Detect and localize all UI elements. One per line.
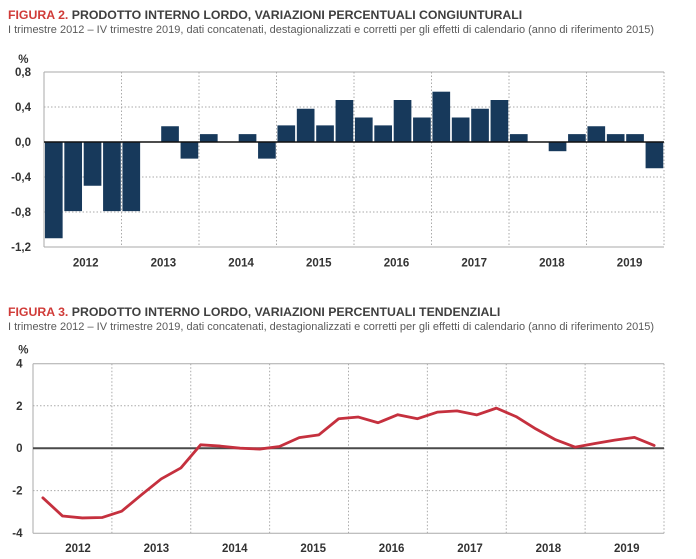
svg-text:2019: 2019 bbox=[614, 543, 640, 555]
svg-text:2017: 2017 bbox=[461, 258, 487, 270]
svg-text:2013: 2013 bbox=[144, 543, 170, 555]
svg-text:2018: 2018 bbox=[536, 543, 562, 555]
svg-text:2012: 2012 bbox=[65, 543, 91, 555]
svg-text:%: % bbox=[18, 54, 28, 66]
svg-text:2014: 2014 bbox=[228, 258, 254, 270]
svg-text:0: 0 bbox=[16, 443, 22, 455]
svg-text:-1,2: -1,2 bbox=[11, 242, 31, 254]
svg-text:2016: 2016 bbox=[379, 543, 405, 555]
svg-text:2015: 2015 bbox=[300, 543, 326, 555]
svg-text:0,0: 0,0 bbox=[15, 137, 31, 149]
svg-text:4: 4 bbox=[16, 358, 23, 370]
svg-text:2017: 2017 bbox=[457, 543, 483, 555]
svg-text:2012: 2012 bbox=[73, 258, 99, 270]
svg-text:2019: 2019 bbox=[617, 258, 643, 270]
svg-text:2016: 2016 bbox=[384, 258, 410, 270]
svg-text:0,4: 0,4 bbox=[15, 102, 32, 114]
svg-text:0,8: 0,8 bbox=[15, 67, 32, 79]
svg-text:2015: 2015 bbox=[306, 258, 332, 270]
svg-text:-0,4: -0,4 bbox=[11, 172, 31, 184]
svg-text:2013: 2013 bbox=[151, 258, 177, 270]
svg-text:2: 2 bbox=[16, 401, 22, 413]
svg-text:-4: -4 bbox=[12, 528, 23, 540]
svg-text:-0,8: -0,8 bbox=[11, 207, 31, 219]
svg-text:2018: 2018 bbox=[539, 258, 565, 270]
svg-text:2014: 2014 bbox=[222, 543, 248, 555]
svg-text:-2: -2 bbox=[12, 486, 22, 498]
svg-text:%: % bbox=[18, 345, 28, 357]
